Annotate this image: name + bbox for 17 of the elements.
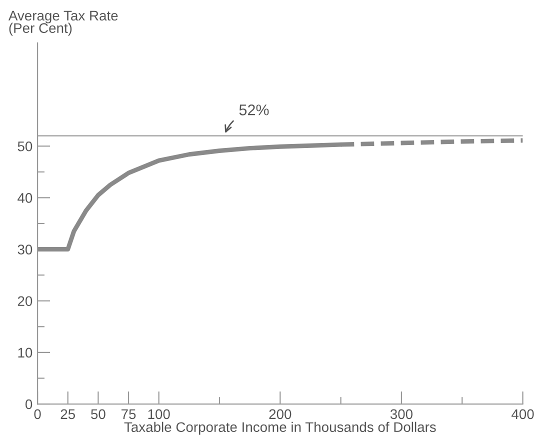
x-tick-label: 25	[60, 409, 76, 420]
y-tick-label: 10	[18, 348, 32, 358]
y-axis-title: Average Tax Rate (Per Cent)	[8, 10, 118, 36]
x-axis-title: Taxable Corporate Income in Thousands of Dollars	[124, 422, 436, 435]
ref-line-label: 52%	[239, 104, 269, 116]
x-tick-label: 0	[34, 409, 41, 420]
y-tick-label: 50	[18, 141, 32, 152]
x-tick-label: 100	[148, 409, 170, 420]
y-tick-label: 20	[18, 296, 32, 306]
x-tick-label: 400	[512, 409, 534, 420]
x-tick-label: 300	[390, 409, 413, 420]
y-tick-label: 40	[18, 193, 32, 203]
y-tick-label: 30	[18, 244, 32, 254]
x-tick-label: 50	[91, 409, 106, 420]
y-tick-label: 0	[25, 399, 32, 410]
x-tick-label: 200	[269, 409, 292, 420]
x-tick-label: 75	[122, 409, 136, 420]
